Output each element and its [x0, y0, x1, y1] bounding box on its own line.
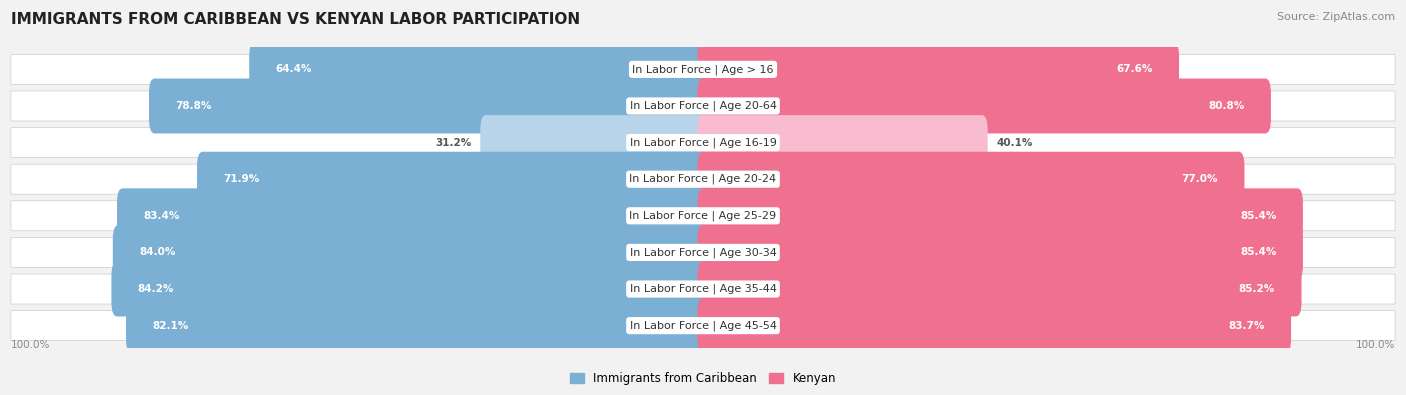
FancyBboxPatch shape [11, 310, 1395, 340]
Text: 77.0%: 77.0% [1181, 174, 1218, 184]
Text: 100.0%: 100.0% [11, 340, 51, 350]
Text: In Labor Force | Age 20-24: In Labor Force | Age 20-24 [630, 174, 776, 184]
Text: 64.4%: 64.4% [276, 64, 312, 74]
Text: 40.1%: 40.1% [995, 137, 1032, 148]
FancyBboxPatch shape [697, 188, 1303, 243]
Legend: Immigrants from Caribbean, Kenyan: Immigrants from Caribbean, Kenyan [565, 367, 841, 390]
Text: 82.1%: 82.1% [152, 321, 188, 331]
FancyBboxPatch shape [11, 201, 1395, 231]
FancyBboxPatch shape [11, 164, 1395, 194]
FancyBboxPatch shape [697, 42, 1180, 97]
Text: 85.4%: 85.4% [1240, 211, 1277, 221]
Text: 83.4%: 83.4% [143, 211, 180, 221]
Text: Source: ZipAtlas.com: Source: ZipAtlas.com [1277, 12, 1395, 22]
FancyBboxPatch shape [127, 298, 709, 353]
FancyBboxPatch shape [697, 225, 1303, 280]
Text: In Labor Force | Age > 16: In Labor Force | Age > 16 [633, 64, 773, 75]
Text: IMMIGRANTS FROM CARIBBEAN VS KENYAN LABOR PARTICIPATION: IMMIGRANTS FROM CARIBBEAN VS KENYAN LABO… [11, 12, 581, 27]
FancyBboxPatch shape [149, 79, 709, 134]
FancyBboxPatch shape [11, 274, 1395, 304]
Text: In Labor Force | Age 45-54: In Labor Force | Age 45-54 [630, 320, 776, 331]
Text: 100.0%: 100.0% [1355, 340, 1395, 350]
Text: In Labor Force | Age 16-19: In Labor Force | Age 16-19 [630, 137, 776, 148]
FancyBboxPatch shape [697, 298, 1291, 353]
Text: 71.9%: 71.9% [224, 174, 260, 184]
FancyBboxPatch shape [197, 152, 709, 207]
FancyBboxPatch shape [697, 152, 1244, 207]
FancyBboxPatch shape [11, 91, 1395, 121]
FancyBboxPatch shape [481, 115, 709, 170]
FancyBboxPatch shape [112, 225, 709, 280]
FancyBboxPatch shape [11, 128, 1395, 158]
FancyBboxPatch shape [117, 188, 709, 243]
Text: 84.0%: 84.0% [139, 247, 176, 258]
Text: 83.7%: 83.7% [1229, 321, 1264, 331]
FancyBboxPatch shape [697, 261, 1302, 316]
Text: 67.6%: 67.6% [1116, 64, 1153, 74]
Text: In Labor Force | Age 30-34: In Labor Force | Age 30-34 [630, 247, 776, 258]
Text: In Labor Force | Age 35-44: In Labor Force | Age 35-44 [630, 284, 776, 294]
FancyBboxPatch shape [249, 42, 709, 97]
Text: In Labor Force | Age 25-29: In Labor Force | Age 25-29 [630, 211, 776, 221]
Text: 31.2%: 31.2% [436, 137, 472, 148]
FancyBboxPatch shape [11, 237, 1395, 267]
Text: 85.2%: 85.2% [1239, 284, 1275, 294]
Text: 85.4%: 85.4% [1240, 247, 1277, 258]
FancyBboxPatch shape [697, 115, 987, 170]
Text: 80.8%: 80.8% [1208, 101, 1244, 111]
FancyBboxPatch shape [11, 55, 1395, 85]
Text: 78.8%: 78.8% [176, 101, 212, 111]
FancyBboxPatch shape [697, 79, 1271, 134]
Text: In Labor Force | Age 20-64: In Labor Force | Age 20-64 [630, 101, 776, 111]
FancyBboxPatch shape [111, 261, 709, 316]
Text: 84.2%: 84.2% [138, 284, 174, 294]
